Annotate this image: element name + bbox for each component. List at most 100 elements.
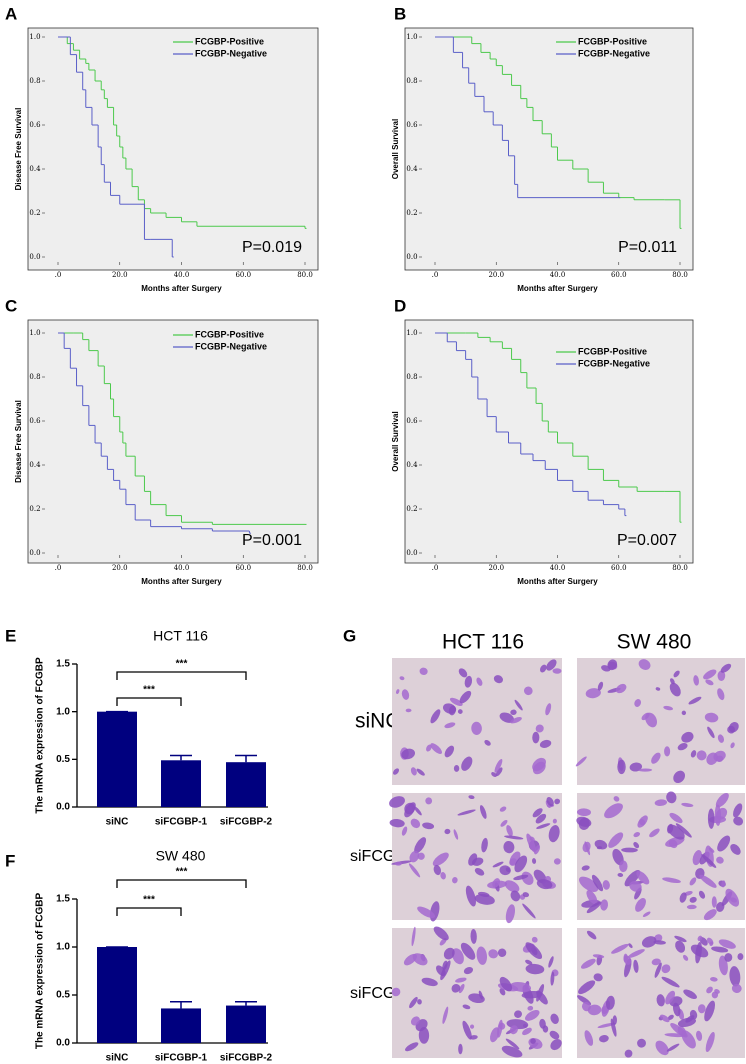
cell (468, 795, 475, 800)
cell (599, 1034, 609, 1043)
cell (421, 977, 438, 987)
column-label: HCT 116 (442, 631, 524, 654)
cell (451, 948, 464, 965)
y-tick-label: 1.0 (56, 942, 70, 953)
cell (443, 947, 455, 960)
y-tick-label: 0.6 (29, 121, 41, 129)
cell (689, 896, 697, 903)
cell (408, 863, 421, 878)
cell (627, 949, 645, 958)
plot-area (404, 27, 694, 271)
cell (681, 1030, 696, 1049)
cell (501, 1045, 523, 1058)
cell (576, 816, 592, 827)
cell (579, 876, 599, 892)
cell (554, 798, 561, 805)
cell (494, 758, 503, 773)
plot-area (404, 319, 694, 564)
cell (411, 926, 416, 947)
panel-label: B (394, 4, 406, 23)
y-tick-label: 0.8 (406, 373, 417, 381)
y-axis-label: Disease Free Survival (14, 400, 23, 483)
cell (667, 1014, 674, 1020)
y-tick-label: 0.2 (406, 505, 417, 513)
y-tick-label: 0.2 (406, 209, 417, 217)
bar (161, 760, 201, 807)
cell (526, 833, 536, 853)
cell (550, 1038, 562, 1051)
x-tick-label: .0 (432, 564, 439, 572)
cell (661, 964, 671, 974)
cell (389, 818, 405, 828)
cell (394, 861, 402, 866)
cell (464, 675, 473, 688)
cell (492, 878, 501, 888)
cell (601, 665, 611, 672)
y-tick-label: 0.0 (56, 802, 70, 813)
cell (635, 898, 646, 912)
cell (666, 1043, 680, 1052)
cell (716, 856, 724, 864)
cell (681, 731, 694, 743)
cell (514, 1010, 522, 1018)
cell (500, 819, 508, 827)
cell (542, 1025, 549, 1033)
cell (673, 770, 686, 784)
x-tick-label: 80.0 (672, 271, 688, 279)
cell (469, 1035, 478, 1040)
cell (460, 942, 476, 960)
x-tick-label: siFCGBP-1 (155, 1053, 208, 1064)
cell (458, 983, 465, 994)
cell (490, 1027, 500, 1043)
cell (587, 1004, 602, 1016)
cell (706, 986, 713, 994)
cell (699, 874, 717, 888)
cell (401, 748, 416, 760)
cell (586, 901, 602, 914)
cell (725, 888, 740, 907)
cell (681, 710, 687, 716)
cell (717, 734, 725, 743)
cell (478, 990, 483, 1000)
cell (399, 676, 405, 681)
cell (449, 697, 463, 707)
cell (711, 896, 717, 908)
cell (471, 721, 482, 735)
cell (596, 846, 603, 850)
cell (514, 855, 528, 873)
cell (444, 745, 455, 758)
y-tick-label: 0.8 (29, 373, 40, 381)
y-tick-label: 0.6 (29, 417, 41, 425)
y-tick-label: 1.0 (406, 329, 417, 337)
cell (433, 864, 442, 876)
x-tick-label: 80.0 (297, 271, 313, 279)
y-tick-label: 0.2 (29, 505, 40, 513)
cell (430, 743, 442, 755)
cell (670, 678, 675, 685)
cell (633, 832, 641, 838)
cell (505, 1038, 520, 1050)
cell (457, 809, 476, 816)
cell (451, 983, 461, 993)
y-axis-label: Overall Survival (391, 119, 400, 179)
cell (481, 837, 488, 853)
x-axis-label: Months after Surgery (141, 577, 222, 586)
x-tick-label: 60.0 (235, 271, 251, 279)
cell (545, 703, 552, 716)
cell (686, 904, 697, 910)
cell (662, 877, 681, 884)
cell (499, 988, 506, 996)
cell (624, 1049, 633, 1058)
cell (405, 708, 412, 713)
cell (661, 976, 680, 988)
cell (673, 1002, 681, 1017)
cell (436, 965, 446, 977)
y-tick-label: 1.0 (29, 33, 40, 41)
cell (578, 980, 596, 995)
cell (584, 1030, 594, 1046)
cell (422, 822, 435, 830)
cell (695, 942, 702, 964)
cell (548, 825, 560, 843)
cell (499, 865, 511, 876)
cell (396, 689, 400, 694)
